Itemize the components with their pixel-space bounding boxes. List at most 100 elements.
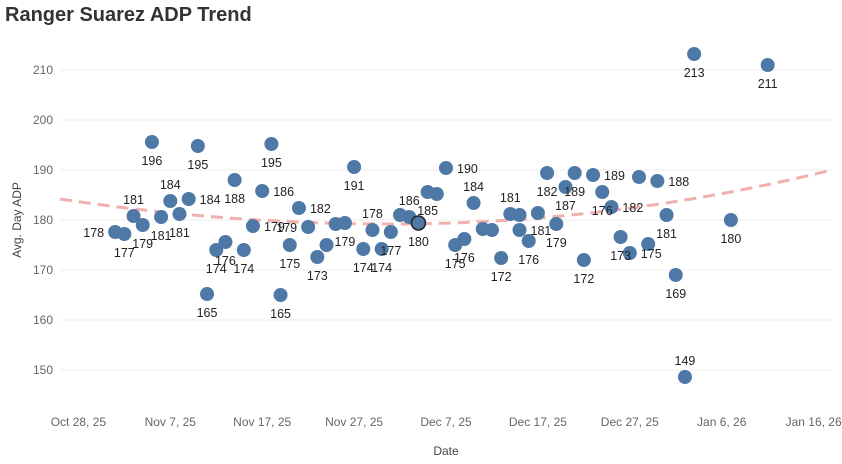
data-point: [246, 219, 260, 233]
data-point: [641, 237, 656, 251]
x-tick-label: Jan 6, 26: [697, 415, 747, 429]
data-point: [439, 161, 453, 175]
y-axis-title: Avg. Day ADP: [10, 182, 24, 258]
x-tick-label: Jan 16, 26: [786, 415, 842, 429]
y-tick-label: 210: [33, 63, 53, 77]
x-tick-label: Dec 17, 25: [509, 415, 567, 429]
data-point: [273, 288, 288, 302]
data-point: [209, 243, 224, 257]
data-label: 174: [371, 261, 392, 275]
data-point: [595, 185, 610, 199]
data-label: 186: [399, 194, 420, 208]
data-label: 189: [564, 185, 585, 199]
data-point: [622, 246, 637, 260]
data-point: [512, 223, 527, 237]
data-labels: 1781771811791961811841811841951651741761…: [83, 66, 777, 368]
data-label: 211: [758, 77, 778, 91]
chart-title: Ranger Suarez ADP Trend: [5, 4, 252, 26]
data-label: 181: [500, 191, 521, 205]
data-point: [218, 235, 233, 249]
data-label: 195: [187, 158, 208, 172]
trend-path: [59, 168, 833, 226]
data-point: [466, 196, 481, 210]
data-label: 169: [665, 287, 686, 301]
data-point: [586, 168, 601, 182]
data-point: [236, 243, 251, 257]
data-label: 179: [132, 237, 153, 251]
y-tick-label: 150: [33, 363, 53, 377]
data-label: 178: [83, 226, 104, 240]
data-point: [154, 210, 169, 224]
data-point: [659, 208, 674, 222]
data-label: 181: [151, 229, 172, 243]
data-point: [172, 207, 187, 221]
data-label: 176: [454, 251, 475, 265]
data-label: 191: [344, 179, 365, 193]
data-point: [723, 213, 738, 227]
x-axis-title: Date: [433, 444, 459, 458]
data-label: 182: [310, 202, 331, 216]
data-point: [521, 234, 536, 248]
x-axis-ticks: Oct 28, 25 Nov 7, 25 Nov 17, 25 Nov 27, 25 D…: [51, 415, 842, 429]
data-label: 165: [197, 306, 218, 320]
data-label: 175: [279, 257, 300, 271]
y-axis-ticks: 150 160 170 180 190 200 210: [33, 63, 53, 377]
x-tick-label: Nov 7, 25: [145, 415, 197, 429]
data-label: 179: [264, 220, 285, 234]
data-points: [108, 47, 775, 384]
data-point: [227, 173, 242, 187]
data-label: 176: [215, 254, 236, 268]
data-point: [365, 223, 380, 237]
data-label: 175: [445, 257, 466, 271]
x-tick-label: Dec 7, 25: [420, 415, 472, 429]
data-label: 181: [531, 224, 552, 238]
data-point: [484, 223, 499, 237]
y-tick-label: 180: [33, 213, 53, 227]
data-label: 187: [555, 199, 576, 213]
data-label: 182: [622, 201, 643, 215]
data-label: 181: [656, 227, 677, 241]
data-point: [282, 238, 297, 252]
data-point: [264, 137, 279, 151]
data-label: 176: [518, 253, 539, 267]
data-point: [190, 139, 205, 153]
data-label: 184: [200, 193, 221, 207]
data-label: 190: [457, 162, 478, 176]
data-label: 196: [141, 154, 162, 168]
data-point: [310, 250, 325, 264]
data-point: [576, 253, 591, 267]
data-label: 176: [592, 204, 613, 218]
data-point: [163, 194, 178, 208]
data-label: 179: [546, 236, 567, 250]
data-point: [347, 160, 362, 174]
data-point: [291, 201, 306, 215]
data-point: [650, 174, 665, 188]
data-point: [319, 238, 334, 252]
data-point: [200, 287, 215, 301]
data-point-highlighted: [410, 215, 427, 231]
data-label: 179: [276, 221, 297, 235]
data-label: 184: [463, 180, 484, 194]
data-label: 178: [362, 207, 383, 221]
data-label: 174: [353, 261, 374, 275]
data-point: [687, 47, 702, 61]
x-tick-label: Nov 27, 25: [325, 415, 383, 429]
data-point: [512, 208, 527, 222]
y-tick-label: 160: [33, 313, 53, 327]
data-label: 177: [380, 244, 401, 258]
data-point: [135, 218, 150, 232]
data-point: [668, 268, 683, 282]
data-point: [604, 200, 619, 214]
data-point: [255, 184, 270, 198]
x-tick-label: Dec 27, 25: [601, 415, 659, 429]
data-point: [374, 242, 389, 256]
data-label: 174: [233, 262, 254, 276]
data-label: 181: [169, 226, 190, 240]
data-point: [144, 135, 159, 149]
data-label: 172: [491, 270, 512, 284]
y-tick-label: 190: [33, 163, 53, 177]
data-point: [457, 232, 472, 246]
data-point: [126, 209, 141, 223]
y-tick-label: 200: [33, 113, 53, 127]
